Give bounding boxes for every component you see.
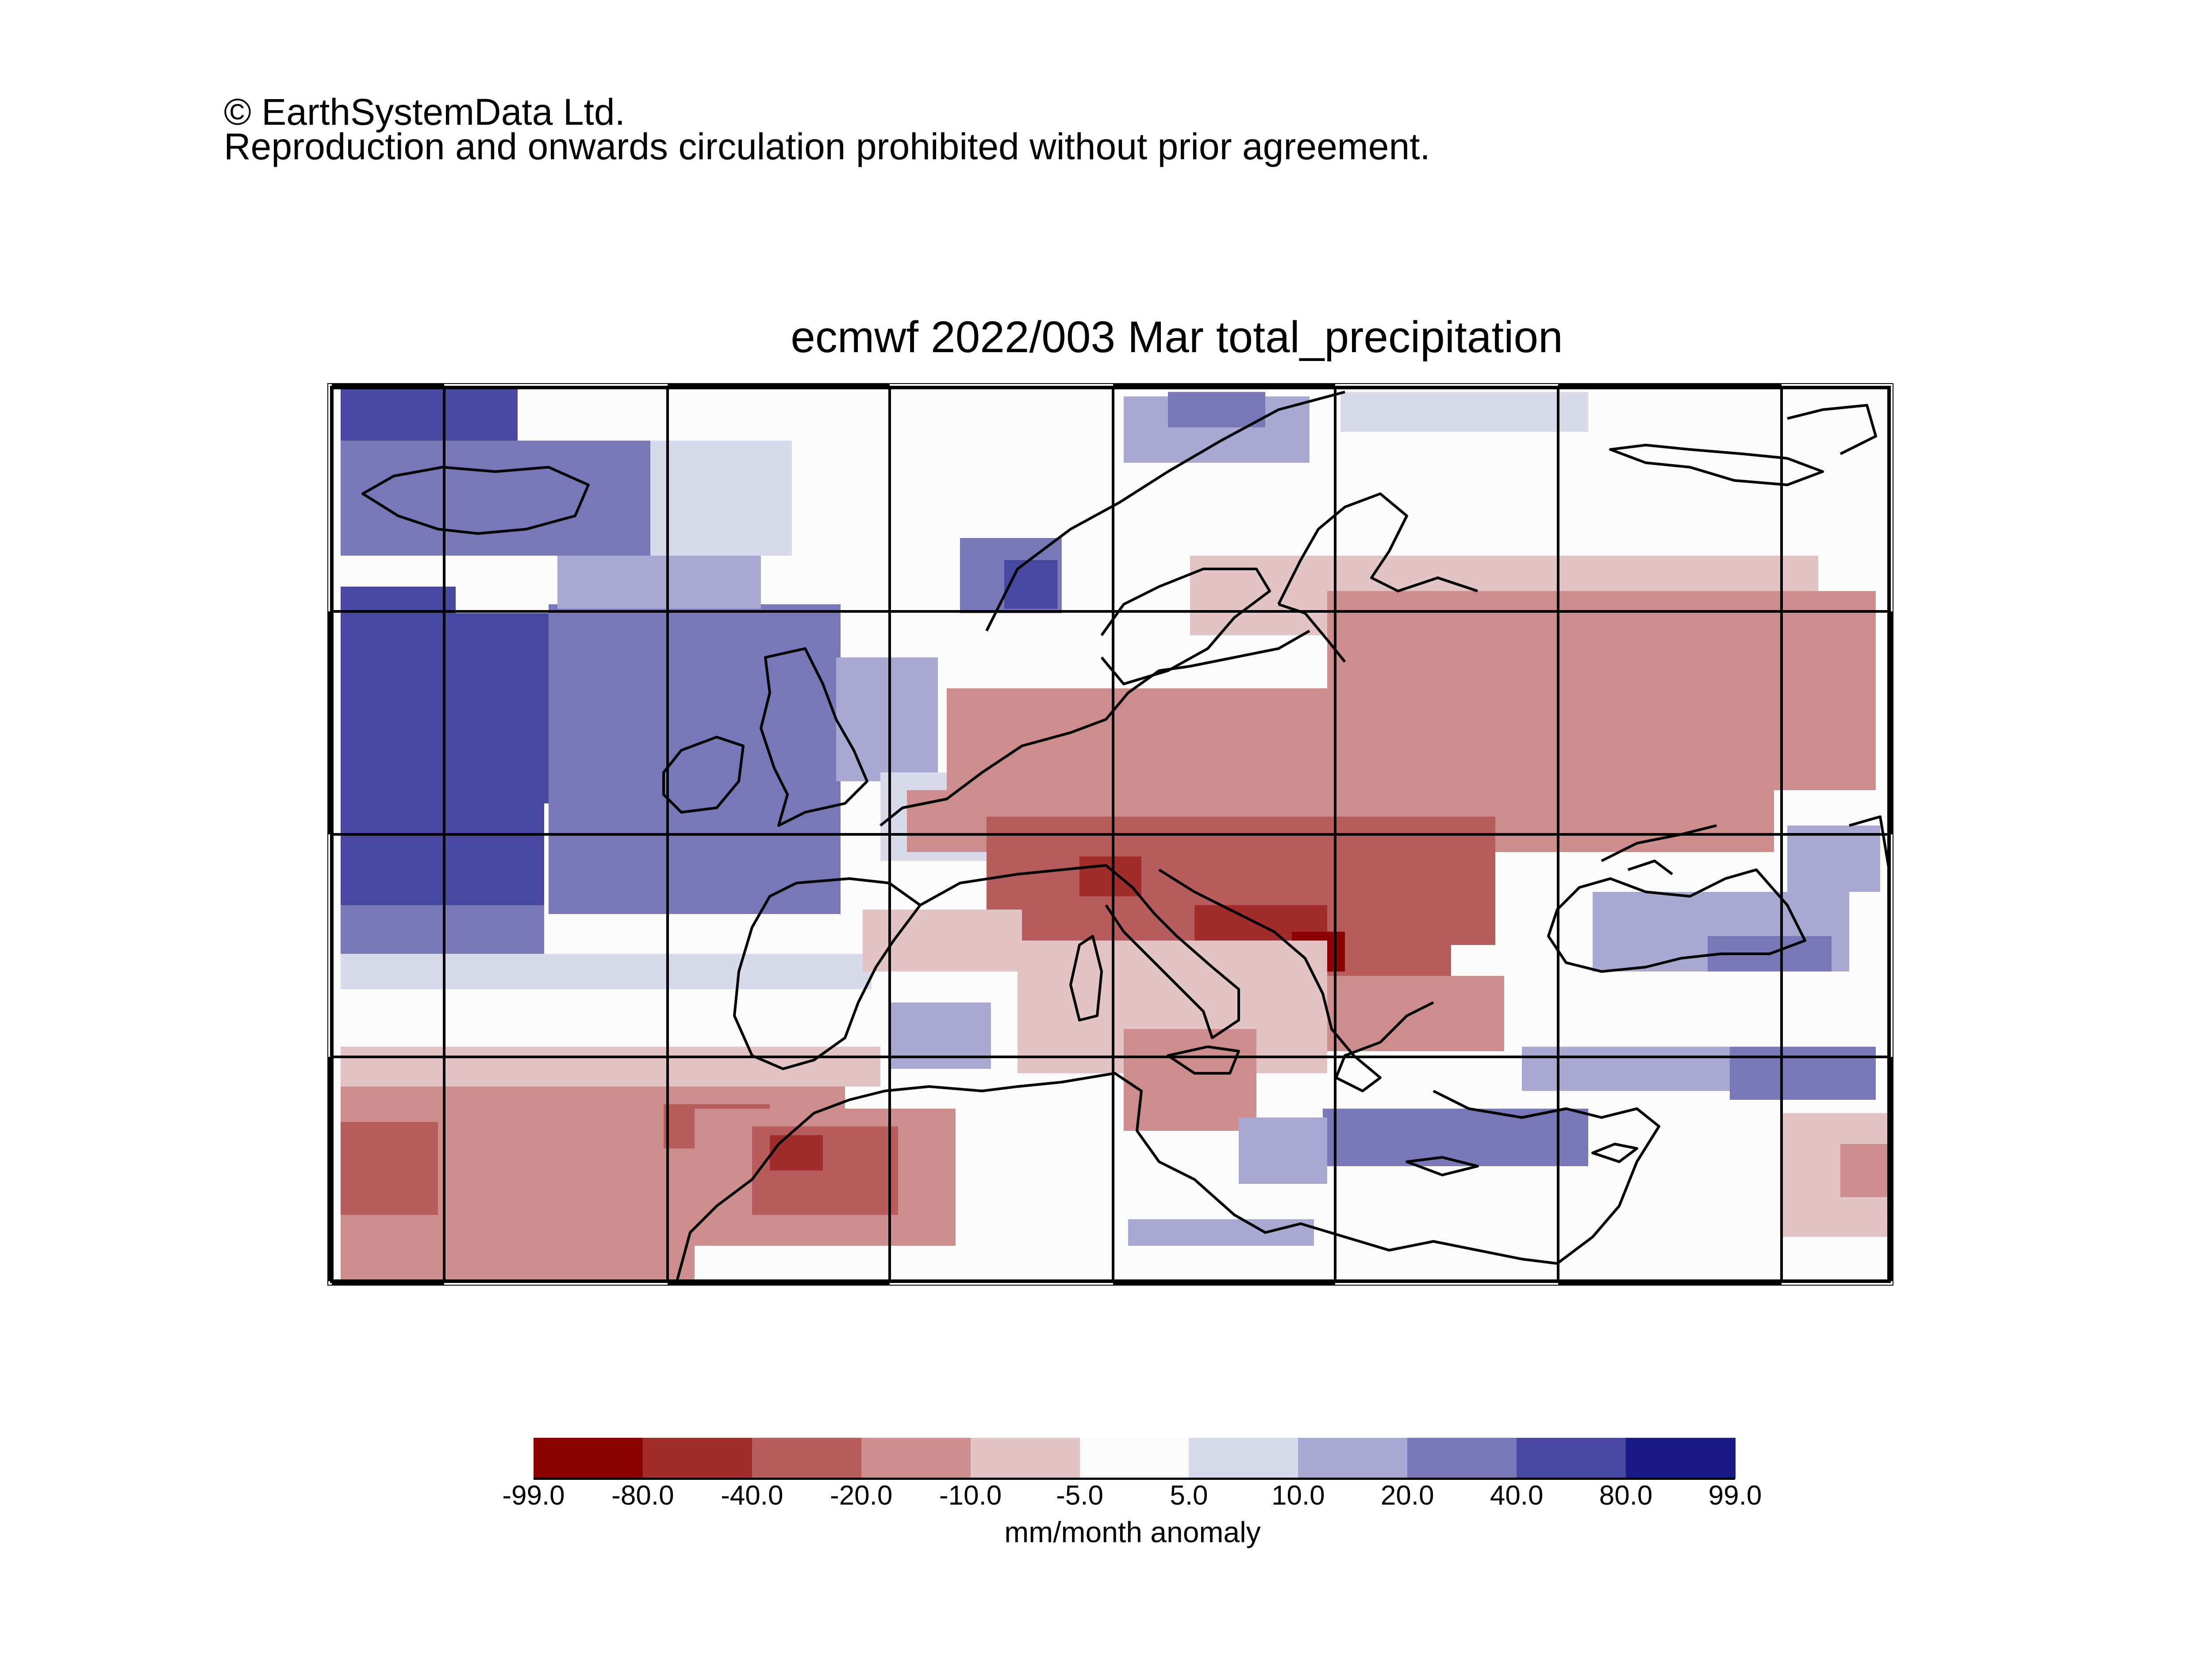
coast-balkans (1158, 868, 1434, 1092)
gridlines (332, 388, 1889, 1281)
field-patch-medc2 (1124, 1029, 1256, 1131)
field-patch-iraq (1730, 1047, 1876, 1100)
colorbar-tick-label: -99.0 (502, 1480, 565, 1511)
coast-cyprus (1591, 1143, 1638, 1163)
colorbar-tick-label: -40.0 (721, 1480, 783, 1511)
field-patch-morocco3 (770, 1135, 823, 1171)
field-patch-atl-s (341, 905, 544, 954)
field-patch-nafrica2 (341, 1047, 880, 1087)
coast-azov (1601, 824, 1717, 876)
coast-baltic (1277, 492, 1478, 663)
colorbar-swatch-2 (642, 1438, 753, 1479)
coast-north-africa (676, 1072, 1558, 1282)
field-patch-atl-s2 (341, 954, 872, 989)
map-title: ecmwf 2022/003 Mar total_precipitation (791, 312, 1563, 362)
field-patch-iberia (863, 910, 1022, 972)
precipitation-anomaly-map (327, 383, 1893, 1286)
colorbar-swatch-4 (861, 1438, 971, 1479)
colorbar-swatch-10 (1517, 1438, 1627, 1479)
field-patch-nafrica4 (341, 1122, 438, 1215)
coast-novaya-zemlya (1609, 404, 1877, 486)
colorbar-tick-label: -10.0 (939, 1480, 1002, 1511)
frame-tick-bottom-3 (1113, 1279, 1335, 1286)
frame-tick-top-4 (1558, 383, 1782, 389)
field-patch-russia (1327, 591, 1876, 688)
copyright-line-1: © EarthSystemData Ltd. (224, 91, 625, 133)
coast-caspian (1849, 815, 1890, 870)
field-patch-europe (947, 688, 1876, 790)
colorbar-tick-label: 20.0 (1380, 1480, 1434, 1511)
frame-ticks (327, 383, 1893, 1286)
field-patch-nitaly (1079, 856, 1141, 896)
field-patch-caspian (1787, 826, 1880, 892)
colorbar-swatch-3 (752, 1438, 862, 1479)
field-patch-se2 (1840, 1144, 1889, 1197)
coast-iberia (733, 877, 922, 1070)
frame-tick-right-2 (1887, 1057, 1893, 1281)
coast-black-sea (1547, 868, 1806, 973)
coastlines (361, 391, 1890, 1282)
frame-tick-bottom-2 (668, 1279, 890, 1286)
field-patch-atl-c (549, 604, 841, 914)
field-patch-atl-n (341, 388, 518, 441)
field-patch-uk (836, 657, 938, 781)
coast-sardinia (1069, 935, 1103, 1022)
colorbar-tick-label: 99.0 (1708, 1480, 1762, 1511)
coast-iceland (361, 466, 590, 535)
frame-tick-top-3 (1113, 383, 1335, 389)
colorbar-tick-label: -80.0 (611, 1480, 674, 1511)
colorbar-swatch-1 (534, 1438, 643, 1479)
colorbar-tick-label: -20.0 (830, 1480, 893, 1511)
colorbar-tick-label: 10.0 (1271, 1480, 1325, 1511)
frame-tick-left-1 (327, 611, 334, 834)
field-patch-libya (1128, 1219, 1314, 1246)
colorbar-swatch-6 (1079, 1438, 1190, 1479)
frame-tick-bottom-1 (332, 1279, 444, 1286)
field-patch-barents (1340, 392, 1588, 432)
field-patch-balearic (889, 1002, 991, 1069)
frame-tick-bottom-4 (1558, 1279, 1782, 1286)
frame-tick-top-2 (668, 383, 890, 389)
coast-gb (760, 647, 868, 827)
colorbar-tick-label: 5.0 (1170, 1480, 1208, 1511)
field-patch-atl-ne (650, 441, 792, 556)
colorbar-swatch-11 (1626, 1438, 1736, 1479)
coast-italy (919, 864, 1240, 1039)
field-patch-ionian (1239, 1118, 1327, 1184)
field-patch-norway2 (1168, 392, 1265, 427)
coast-north-europe (879, 630, 1310, 827)
colorbar-baseline (534, 1478, 1735, 1480)
field-patch-atl-w (341, 587, 456, 905)
field-patch-atl-n2 (341, 441, 650, 556)
colorbar-unit-label: mm/month anomaly (1004, 1516, 1261, 1548)
coast-sicily (1167, 1045, 1240, 1075)
colorbar-tick-label: -5.0 (1056, 1480, 1103, 1511)
field-patch-nafrica3 (341, 1215, 695, 1281)
colorbar-swatch-5 (970, 1438, 1080, 1479)
field-patch-nsea2 (1004, 560, 1057, 609)
colorbar-tick-label: 80.0 (1599, 1480, 1653, 1511)
field-patch-crete (1323, 1109, 1588, 1166)
coast-ireland (662, 736, 745, 814)
coast-crete (1406, 1156, 1479, 1176)
frame-tick-left-2 (327, 1057, 334, 1281)
colorbar-swatch-9 (1407, 1438, 1517, 1479)
field-patch-atl-c2 (557, 556, 761, 609)
frame-tick-right-1 (1887, 611, 1893, 834)
field-patch-atl-w2 (456, 613, 557, 803)
coast-anatolia-levant (1432, 1090, 1660, 1265)
copyright-notice: © EarthSystemData Ltd. Reproduction and … (224, 91, 1430, 167)
colorbar-swatch-7 (1189, 1438, 1299, 1479)
copyright-line-2: Reproduction and onwards circulation pro… (224, 126, 1430, 167)
colorbar-swatch-8 (1298, 1438, 1408, 1479)
colorbar-tick-label: 40.0 (1490, 1480, 1544, 1511)
field-patch-atl-w3 (456, 803, 544, 910)
frame-tick-top-1 (332, 383, 444, 389)
